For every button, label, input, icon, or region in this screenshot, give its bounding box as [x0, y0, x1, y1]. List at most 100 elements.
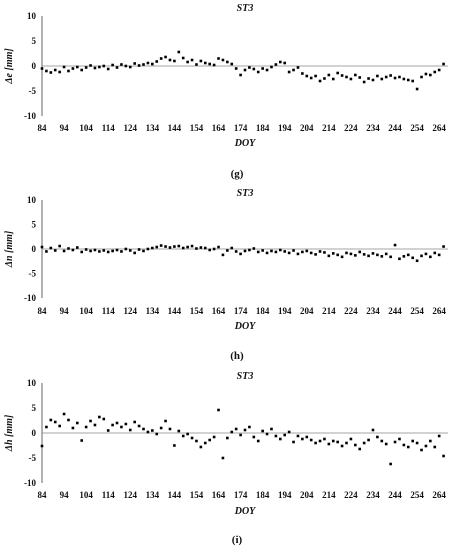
data-point: [265, 68, 269, 72]
data-point: [274, 63, 278, 66]
data-point: [252, 67, 256, 71]
x-tick-label: 224: [344, 123, 358, 133]
data-point: [226, 60, 229, 64]
x-tick-label: 264: [432, 490, 446, 500]
x-tick-label: 114: [102, 490, 116, 500]
data-point: [384, 75, 388, 79]
x-tick-label: 134: [146, 306, 160, 316]
data-point: [393, 76, 397, 80]
x-axis-label: DOY: [234, 321, 256, 332]
data-point: [371, 78, 375, 82]
x-tick-label: 144: [168, 490, 182, 500]
data-point: [67, 418, 70, 422]
data-point: [305, 249, 309, 253]
x-tick-label: 254: [410, 123, 424, 133]
y-tick-label: 0: [32, 428, 37, 438]
data-point: [433, 251, 437, 255]
data-point: [314, 253, 317, 256]
data-point: [186, 432, 189, 436]
x-tick-label: 124: [124, 490, 138, 500]
data-point: [230, 246, 234, 250]
data-point: [406, 253, 410, 257]
data-point: [327, 442, 331, 446]
data-point: [217, 245, 220, 249]
data-point: [67, 247, 70, 250]
x-tick-label: 134: [146, 490, 160, 500]
data-point: [340, 74, 344, 77]
data-point: [349, 437, 353, 441]
data-point: [53, 249, 57, 252]
data-point: [256, 70, 260, 74]
data-point: [234, 250, 238, 253]
x-tick-label: 224: [344, 490, 358, 500]
x-tick-label: 234: [366, 306, 380, 316]
data-point: [415, 87, 419, 91]
data-point: [151, 429, 154, 432]
data-point: [62, 249, 66, 253]
data-point: [217, 408, 220, 412]
x-tick-label: 94: [60, 123, 70, 133]
data-point: [287, 251, 291, 255]
data-point: [424, 444, 428, 448]
data-point: [106, 429, 110, 432]
data-point: [331, 439, 335, 443]
data-point: [331, 252, 335, 255]
data-point: [173, 245, 176, 248]
data-series-1: [40, 243, 445, 263]
data-point: [98, 65, 101, 69]
data-point: [389, 74, 392, 77]
data-point: [181, 56, 185, 60]
data-point: [358, 447, 362, 451]
data-point: [124, 64, 128, 68]
data-point: [208, 438, 211, 442]
data-point: [53, 68, 57, 72]
data-point: [336, 71, 339, 75]
data-point: [261, 67, 264, 70]
data-point: [128, 249, 132, 252]
data-point: [217, 57, 220, 60]
data-point: [151, 246, 154, 250]
x-tick-label: 84: [38, 306, 48, 316]
data-point: [309, 438, 313, 442]
data-point: [190, 436, 194, 440]
data-point: [221, 456, 225, 460]
x-tick-label: 164: [212, 490, 226, 500]
data-point: [203, 441, 207, 445]
data-point: [58, 70, 61, 74]
data-point: [208, 248, 211, 252]
data-point: [442, 62, 445, 66]
data-point: [296, 434, 300, 438]
data-point: [195, 247, 198, 250]
data-point: [362, 253, 366, 256]
x-tick-label: 214: [322, 123, 336, 133]
data-point: [49, 246, 53, 250]
data-point: [243, 249, 247, 253]
data-point: [406, 78, 410, 82]
data-point: [402, 443, 406, 447]
x-tick-label: 234: [366, 490, 380, 500]
y-tick-label: -5: [29, 453, 37, 463]
data-point: [279, 437, 282, 441]
data-point: [243, 68, 247, 72]
data-point: [239, 73, 242, 77]
data-point: [301, 72, 304, 75]
data-point: [133, 251, 136, 255]
data-point: [261, 249, 264, 252]
x-tick-label: 174: [234, 490, 248, 500]
data-point: [349, 252, 353, 256]
data-point: [318, 79, 322, 83]
data-point: [270, 427, 273, 431]
data-point: [168, 246, 172, 249]
data-point: [71, 426, 75, 430]
data-point: [354, 73, 357, 77]
data-point: [367, 438, 370, 442]
data-point: [248, 248, 251, 252]
data-point: [424, 72, 428, 76]
x-tick-label: 184: [256, 123, 270, 133]
x-tick-label: 84: [38, 490, 48, 500]
y-tick-label: 10: [27, 195, 37, 205]
data-point: [102, 64, 106, 68]
panel-tag: (h): [230, 350, 244, 362]
data-point: [98, 415, 101, 419]
